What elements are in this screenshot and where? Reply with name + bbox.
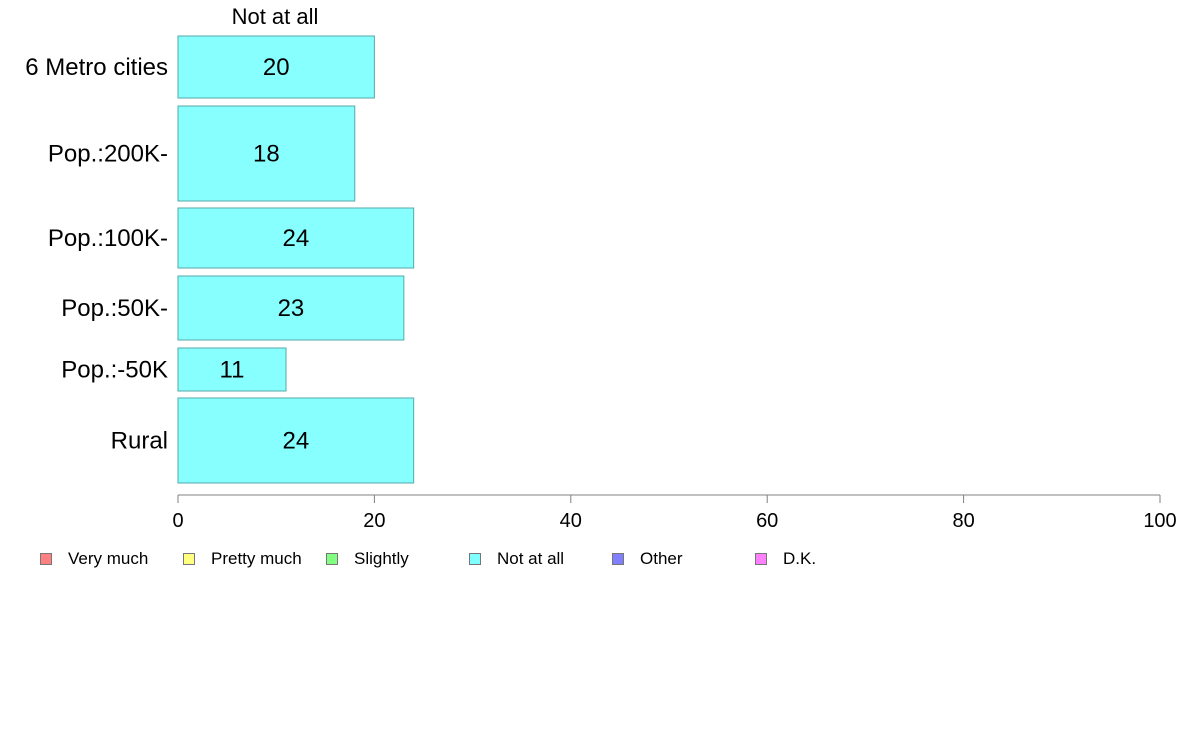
category-label: Pop.:100K- xyxy=(48,225,168,252)
legend-swatch xyxy=(612,553,624,565)
category-label: Pop.:-50K xyxy=(61,357,168,384)
bar xyxy=(177,105,356,202)
data-label: 24 xyxy=(282,428,309,455)
bar xyxy=(177,275,405,341)
chart-title: Not at all xyxy=(232,4,319,29)
data-label: 11 xyxy=(220,357,245,384)
legend-swatch xyxy=(40,553,52,565)
legend: Very much Pretty much Slightly Not at al… xyxy=(40,548,1040,570)
legend-label: Very much xyxy=(68,549,149,568)
data-label: 24 xyxy=(282,225,309,252)
legend-item-very-much: Very much xyxy=(40,548,148,570)
legend-label: Pretty much xyxy=(211,549,302,568)
legend-item-not-at-all: Not at all xyxy=(469,548,564,570)
legend-item-slightly: Slightly xyxy=(326,548,409,570)
legend-label: Not at all xyxy=(497,549,565,568)
category-label: Rural xyxy=(111,428,168,455)
x-tick-label: 0 xyxy=(172,510,183,532)
bar xyxy=(177,397,415,484)
legend-item-pretty-much: Pretty much xyxy=(183,548,302,570)
x-tick-label: 60 xyxy=(756,510,778,532)
legend-swatch xyxy=(326,553,338,565)
category-label: 6 Metro cities xyxy=(25,54,168,81)
legend-swatch xyxy=(469,553,481,565)
category-label: Pop.:50K- xyxy=(61,295,168,322)
legend-label: D.K. xyxy=(783,549,817,568)
legend-swatch xyxy=(755,553,767,565)
x-tick-label: 80 xyxy=(952,510,974,532)
x-tick-label: 100 xyxy=(1143,510,1176,532)
bar xyxy=(177,347,287,392)
x-tick-label: 20 xyxy=(363,510,385,532)
legend-label: Slightly xyxy=(354,549,409,568)
bar-chart: Not at all 20 6 Metro cities 18 Pop.:200K- 2… xyxy=(25,4,1176,532)
category-label: Pop.:200K- xyxy=(48,141,168,168)
bar xyxy=(177,35,375,99)
data-label: 23 xyxy=(278,295,305,322)
data-label: 20 xyxy=(263,54,290,81)
legend-swatch xyxy=(183,553,195,565)
legend-item-other: Other xyxy=(612,548,683,570)
legend-item-dk: D.K. xyxy=(755,548,816,570)
data-label: 18 xyxy=(253,141,280,168)
legend-label: Other xyxy=(640,549,683,568)
bar xyxy=(177,207,415,269)
x-tick-label: 40 xyxy=(560,510,582,532)
